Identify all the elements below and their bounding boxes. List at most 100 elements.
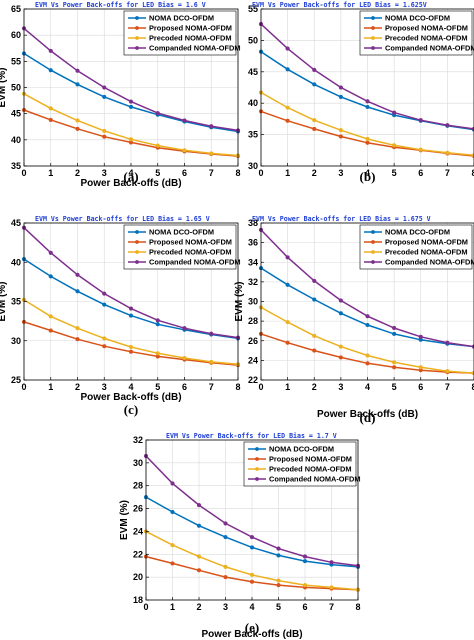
data-point: [329, 560, 334, 565]
y-tick-label: 35: [11, 297, 21, 307]
data-point: [75, 82, 80, 87]
data-point: [365, 136, 370, 142]
x-tick-label: 4: [128, 168, 133, 178]
data-point: [338, 298, 343, 303]
data-point: [223, 575, 228, 580]
y-tick-label: 36: [248, 238, 258, 248]
y-tick-label: 38: [248, 218, 258, 228]
legend-swatch-marker: [255, 477, 259, 481]
data-point: [209, 331, 214, 336]
data-point: [392, 143, 397, 148]
data-point: [196, 503, 202, 508]
data-point: [75, 118, 80, 123]
data-point: [128, 137, 134, 142]
x-tick-label: 3: [102, 168, 107, 178]
data-point: [285, 255, 290, 260]
data-point: [338, 128, 343, 133]
x-tick-label: 1: [285, 382, 290, 392]
data-point: [302, 583, 308, 588]
legend-swatch-marker: [255, 447, 259, 451]
y-tick-label: 26: [248, 336, 258, 346]
data-point: [48, 106, 53, 111]
data-point: [155, 322, 160, 327]
legend-label: Companded NOMA-OFDM: [385, 258, 474, 267]
x-tick-label: 0: [258, 168, 263, 178]
x-tick-label: 7: [445, 168, 450, 178]
data-point: [155, 351, 160, 356]
y-tick-label: 55: [11, 56, 21, 66]
legend-swatch-marker: [135, 46, 139, 50]
data-point: [418, 147, 423, 152]
data-point: [285, 320, 290, 325]
data-point: [155, 318, 160, 323]
data-point: [128, 306, 134, 311]
data-point: [170, 543, 175, 548]
chart-title: EVM Vs Power Back-offs for LED Bias = 1.…: [166, 432, 337, 440]
data-point: [276, 583, 281, 588]
chart-panel-1: 012345678303540455055EVM Vs Power Back-o…: [248, 1, 474, 184]
x-tick-label: 3: [102, 382, 107, 392]
data-point: [285, 118, 290, 123]
x-tick-label: 6: [182, 168, 187, 178]
x-tick-label: 3: [223, 602, 228, 612]
x-axis-label: Power Back-offs (dB): [80, 178, 181, 189]
x-tick-label: 2: [312, 168, 317, 178]
y-tick-label: 55: [248, 4, 258, 14]
chart-title: EVM Vs Power Back-offs for LED Bias = 1.…: [35, 1, 206, 9]
data-point: [285, 67, 290, 72]
data-point: [418, 118, 423, 123]
x-tick-label: 2: [75, 168, 80, 178]
chart-panel-4: 0 1 2 3 4 5 6 7 8 18 20 22 24 26 28 30 32 EVM Vs Power Ba…: [119, 432, 361, 640]
data-point: [223, 564, 228, 569]
legend-swatch-marker: [135, 36, 139, 40]
x-tick-label: 0: [21, 168, 26, 178]
data-point: [182, 148, 187, 153]
data-point: [312, 348, 317, 353]
data-point: [365, 314, 370, 319]
data-point: [249, 572, 255, 577]
x-tick-label: 3: [338, 168, 343, 178]
data-point: [338, 344, 343, 349]
data-point: [249, 545, 255, 550]
x-axis-label: Power Back-offs (dB): [201, 629, 302, 640]
y-tick-label: 30: [248, 297, 258, 307]
data-point: [445, 150, 450, 155]
data-point: [445, 123, 450, 128]
data-point: [365, 361, 370, 366]
legend-label: Companded NOMA-OFDM: [269, 475, 361, 484]
y-tick-label: 22: [133, 549, 143, 559]
y-tick-label: 22: [248, 375, 258, 385]
data-point: [128, 349, 134, 354]
legend-label: Proposed NOMA-OFDM: [149, 238, 232, 247]
data-point: [128, 104, 134, 109]
data-point: [418, 365, 423, 370]
data-point: [338, 85, 343, 90]
x-tick-label: 5: [276, 602, 281, 612]
x-tick-label: 1: [48, 168, 53, 178]
data-point: [365, 99, 370, 104]
panel-caption: (b): [360, 169, 376, 184]
data-point: [48, 48, 53, 53]
legend-swatch-marker: [135, 260, 139, 264]
data-point: [209, 124, 214, 129]
data-point: [170, 509, 175, 515]
data-point: [48, 117, 53, 123]
data-point: [75, 272, 80, 277]
data-point: [285, 340, 290, 345]
data-point: [75, 289, 80, 294]
legend-label: Proposed NOMA-OFDM: [149, 24, 232, 33]
panel-caption: (e): [245, 620, 259, 635]
legend-label: NOMA DCO-OFDM: [149, 228, 214, 237]
x-tick-label: 8: [235, 382, 240, 392]
y-tick-label: 25: [11, 375, 21, 385]
data-point: [223, 521, 228, 526]
y-tick-label: 18: [133, 595, 143, 605]
x-tick-label: 1: [48, 382, 53, 392]
data-point: [75, 126, 80, 131]
data-point: [170, 561, 175, 566]
x-tick-label: 6: [302, 602, 307, 612]
data-point: [392, 365, 397, 370]
